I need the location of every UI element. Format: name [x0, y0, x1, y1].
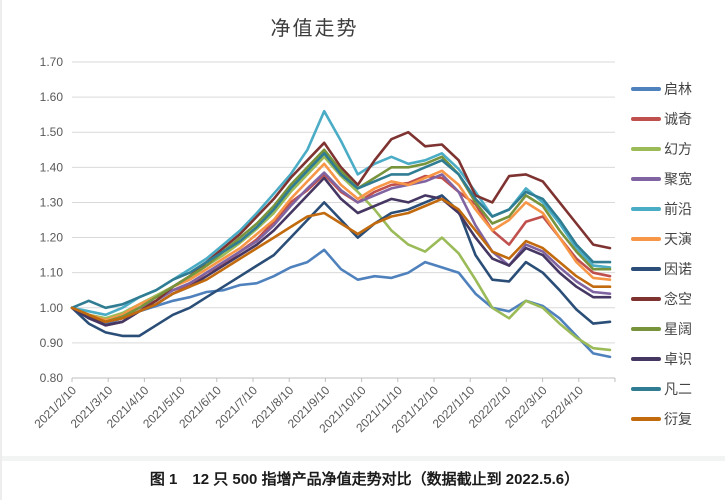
- legend-label: 诚奇: [664, 113, 692, 128]
- legend-line-swatch-icon: [631, 207, 661, 211]
- legend-label: 衍复: [664, 413, 692, 428]
- legend: 启林诚奇幻方聚宽前沿天演因诺念空星阔卓识凡二衍复: [631, 74, 723, 434]
- legend-item: 因诺: [631, 254, 723, 284]
- y-axis-tick-label: 1.30: [40, 195, 64, 209]
- y-axis-tick-label: 1.00: [40, 301, 64, 315]
- legend-line-swatch-icon: [631, 117, 661, 121]
- series-line: [70, 109, 612, 317]
- chart-frame-edge: [2, 456, 725, 461]
- chart-title: 净值走势: [270, 18, 359, 40]
- legend-line-swatch-icon: [631, 297, 661, 301]
- legend-item: 星阔: [631, 314, 723, 344]
- y-axis-tick-label: 0.80: [40, 371, 64, 385]
- series-line: [70, 248, 612, 359]
- plot-area: 1.70 1.60 1.50 1.40 1.30 1.20 1.10 1.00 0.90 0.80…: [31, 55, 616, 436]
- legend-label: 因诺: [664, 263, 692, 278]
- legend-line-swatch-icon: [631, 417, 661, 421]
- legend-label: 星阔: [664, 323, 692, 338]
- y-axis-tick-label: 1.20: [40, 231, 64, 245]
- series-line: [70, 148, 612, 324]
- legend-item: 凡二: [631, 374, 723, 404]
- legend-label: 启林: [664, 83, 692, 98]
- series-line: [70, 130, 612, 327]
- legend-label: 幻方: [664, 143, 692, 158]
- legend-label: 卓识: [664, 353, 692, 368]
- legend-line-swatch-icon: [631, 387, 661, 391]
- y-axis-tick-label: 1.60: [40, 90, 64, 104]
- legend-label: 念空: [664, 293, 692, 308]
- figure-caption: 图 1 12 只 500 指增产品净值走势对比（数据截止到 2022.5.6）: [149, 471, 580, 488]
- legend-item: 幻方: [631, 134, 723, 164]
- series-line: [70, 194, 612, 338]
- legend-item: 前沿: [631, 194, 723, 224]
- legend-item: 念空: [631, 284, 723, 314]
- y-axis-tick-label: 1.10: [40, 266, 64, 280]
- legend-line-swatch-icon: [631, 237, 661, 241]
- legend-item: 衍复: [631, 404, 723, 434]
- series-line: [70, 197, 612, 324]
- legend-line-swatch-icon: [631, 327, 661, 331]
- legend-line-swatch-icon: [631, 87, 661, 91]
- legend-line-swatch-icon: [631, 357, 661, 361]
- y-axis-tick-label: 1.40: [40, 160, 64, 174]
- legend-item: 诚奇: [631, 104, 723, 134]
- y-axis-tick-label: 1.50: [40, 125, 64, 139]
- legend-line-swatch-icon: [631, 147, 661, 151]
- legend-line-swatch-icon: [631, 267, 661, 271]
- legend-item: 卓识: [631, 344, 723, 374]
- legend-label: 前沿: [664, 203, 692, 218]
- y-axis-tick-label: 1.70: [40, 55, 64, 69]
- legend-label: 天演: [664, 233, 692, 248]
- legend-label: 聚宽: [664, 173, 692, 188]
- series-line: [70, 152, 612, 310]
- legend-item: 天演: [631, 224, 723, 254]
- y-axis-tick-label: 0.90: [40, 336, 64, 350]
- legend-item: 启林: [631, 74, 723, 104]
- legend-label: 凡二: [664, 383, 692, 398]
- legend-item: 聚宽: [631, 164, 723, 194]
- legend-line-swatch-icon: [631, 177, 661, 181]
